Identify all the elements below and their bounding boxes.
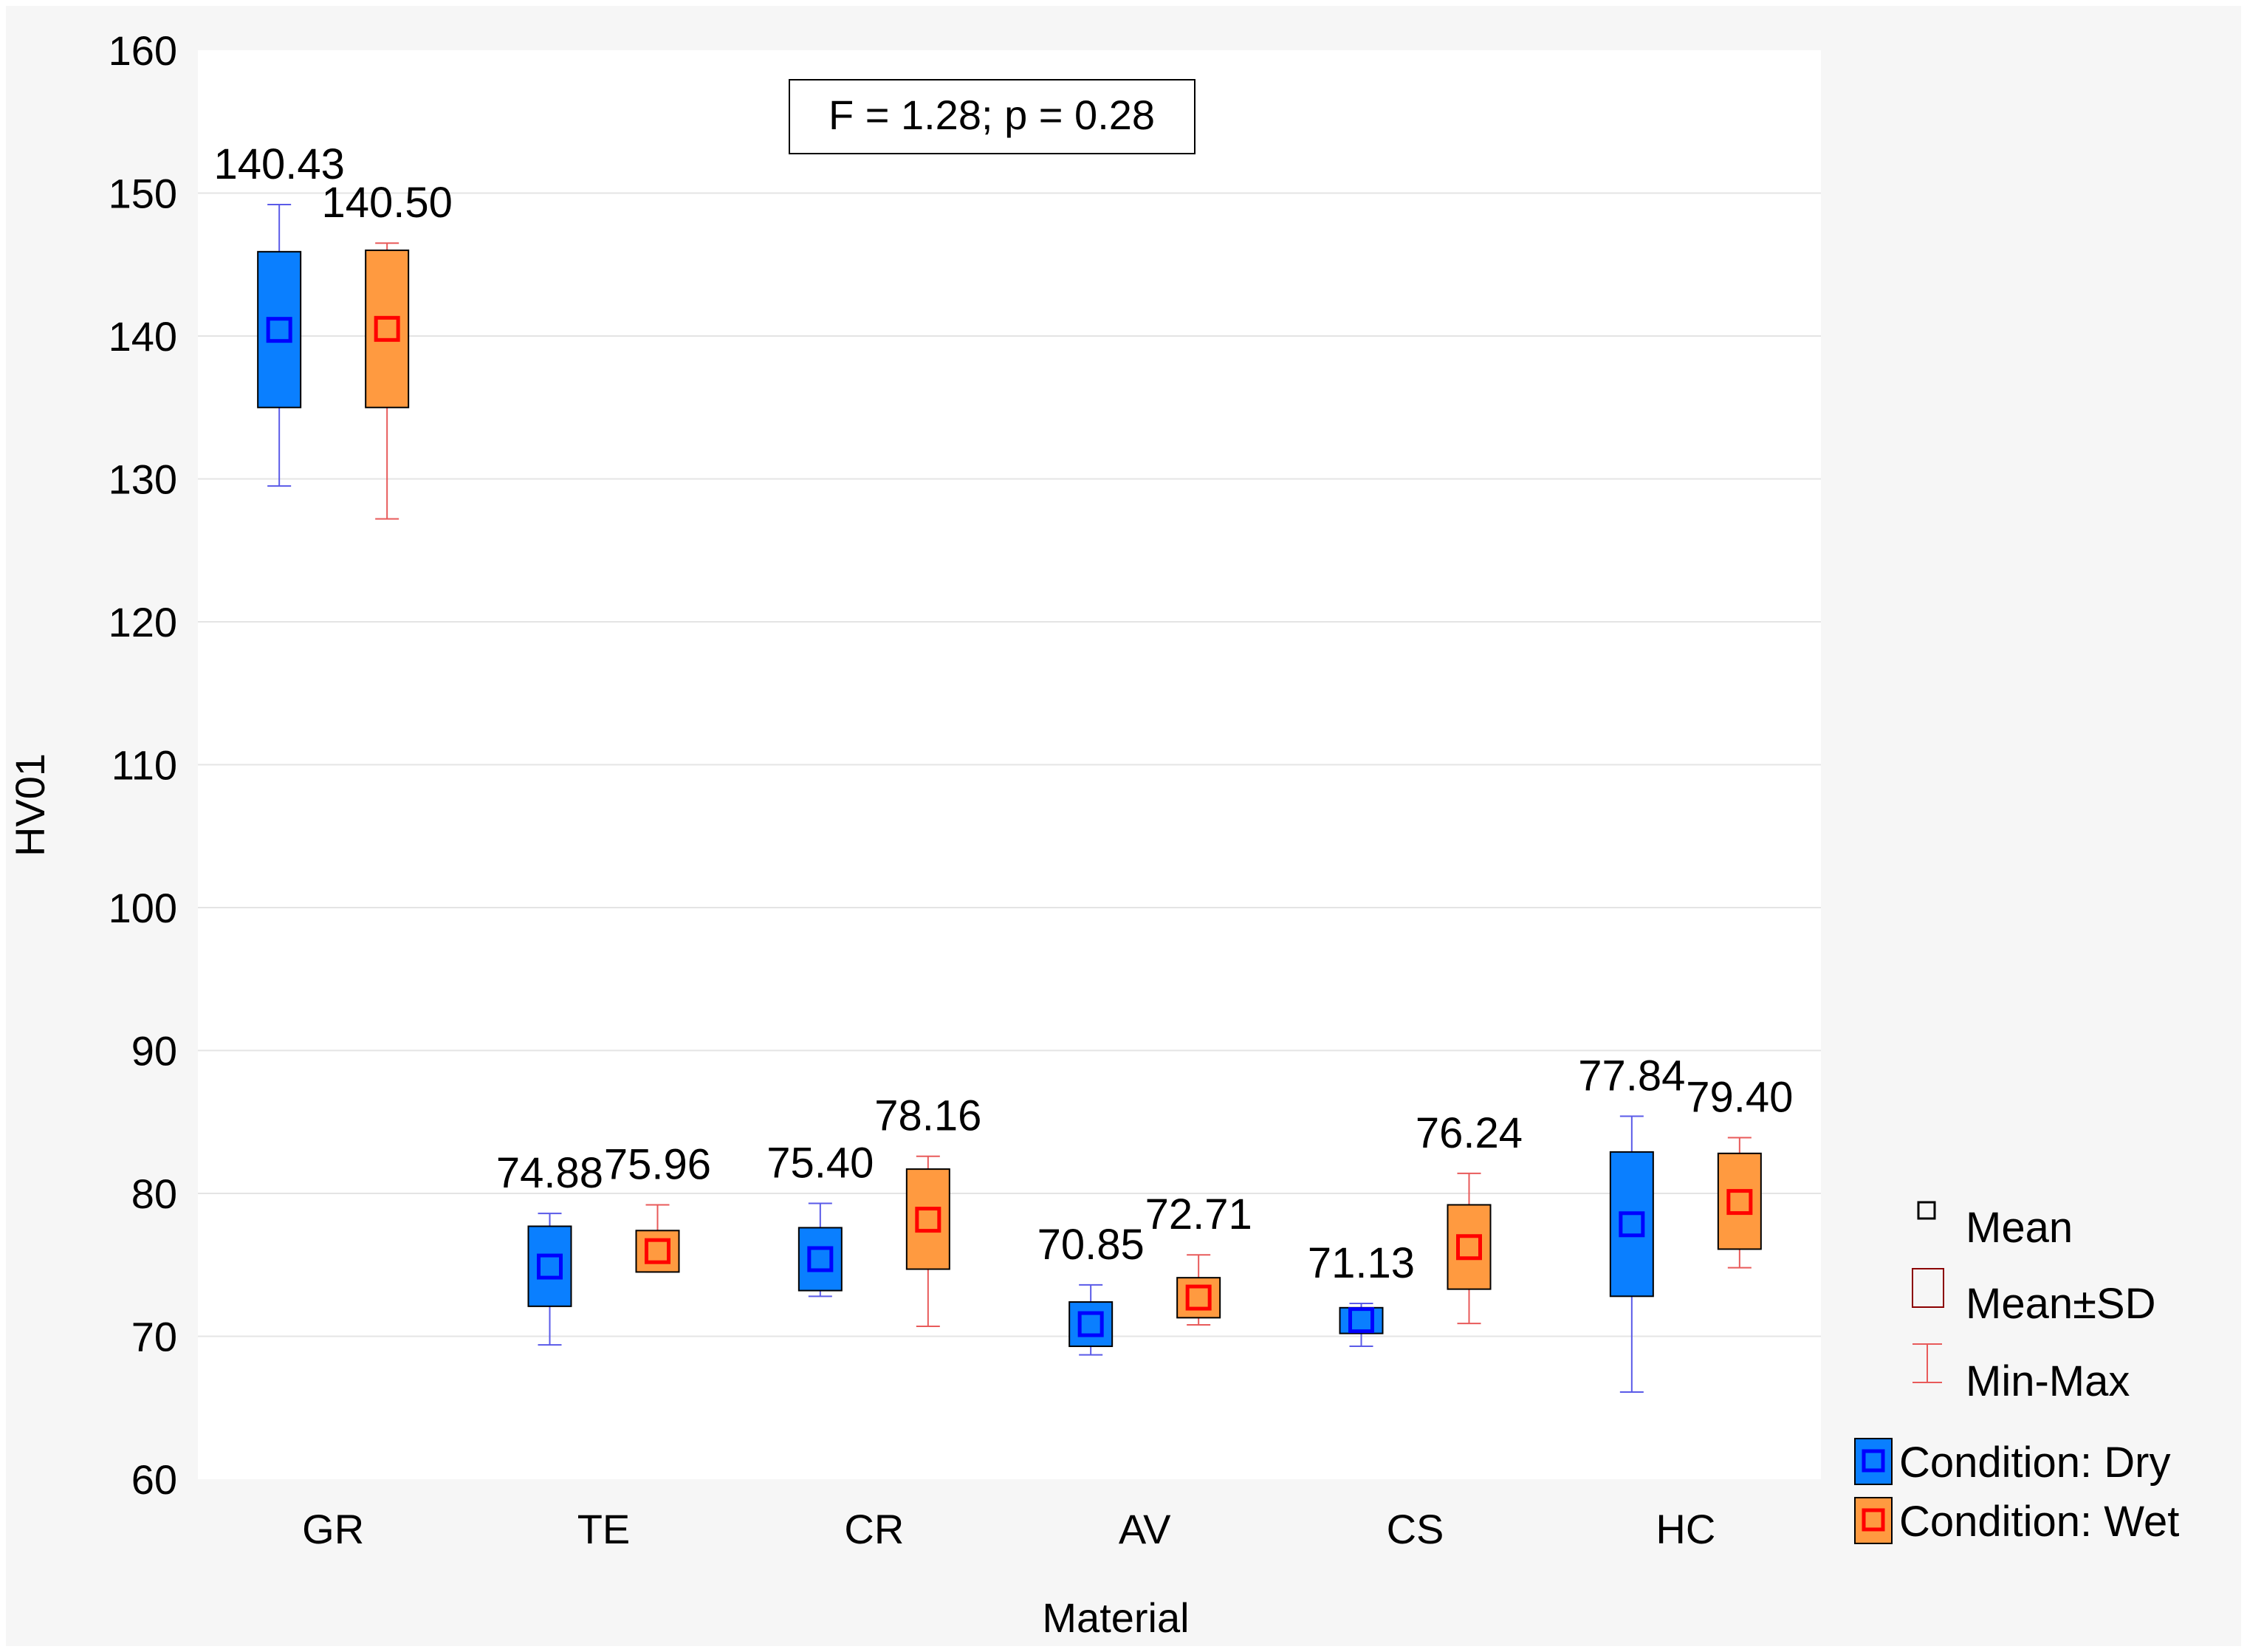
mean-label: 140.50 [321, 179, 452, 227]
y-tick-label: 80 [131, 1171, 177, 1217]
sd-box [365, 249, 410, 408]
y-axis-title: HV01 [7, 753, 53, 857]
mean-marker [645, 1238, 670, 1264]
mean-marker [915, 1207, 941, 1233]
x-tick-label: GR [302, 1506, 364, 1552]
x-tick-label: CR [844, 1506, 904, 1552]
mean-label: 70.85 [1037, 1221, 1145, 1269]
legend-series-label: Condition: Wet [1899, 1498, 2179, 1546]
mean-marker [1077, 1311, 1104, 1337]
y-tick-label: 100 [109, 885, 177, 931]
sd-box [905, 1168, 950, 1270]
legend-mean-label: Mean [1966, 1204, 2073, 1252]
annotation-box: F = 1.28; p = 0.28 [789, 79, 1195, 154]
y-tick-label: 130 [109, 456, 177, 503]
grid-lines [198, 192, 1821, 1337]
sd-box [1717, 1152, 1762, 1250]
y-tick-label: 140 [109, 313, 177, 360]
y-tick-label: 60 [131, 1456, 177, 1503]
sd-box [1339, 1306, 1384, 1334]
legend-series-swatch [1854, 1438, 1893, 1485]
y-tick-label: 70 [131, 1314, 177, 1360]
x-tick-label: TE [577, 1506, 631, 1552]
x-axis-ticks: GR TE CR AV CS HC [302, 1506, 1715, 1552]
mean-marker [807, 1246, 834, 1272]
mean-marker [1348, 1307, 1374, 1334]
sd-box [527, 1225, 572, 1307]
mean-label: 78.16 [874, 1092, 981, 1140]
mean-marker [1456, 1234, 1482, 1261]
legend-minmax-label: Min-Max [1966, 1357, 2130, 1405]
sd-box [797, 1227, 843, 1292]
y-tick-label: 110 [112, 742, 177, 789]
y-tick-label: 90 [131, 1028, 177, 1075]
legend-series-marker [1862, 1508, 1885, 1532]
legend-series-label: Condition: Dry [1899, 1439, 2170, 1487]
x-tick-label: CS [1387, 1506, 1444, 1552]
mean-marker [1619, 1211, 1645, 1238]
mean-marker [1185, 1284, 1212, 1311]
legend-series-swatch [1854, 1497, 1893, 1544]
sd-box [1609, 1151, 1654, 1298]
legend: Mean Mean±SD Min-Max Condition: Dry Conditio… [1854, 1201, 2179, 1546]
mean-label: 72.71 [1145, 1190, 1252, 1238]
box-elements [257, 203, 1762, 1393]
box-group [797, 1202, 843, 1298]
mean-label: 75.40 [766, 1139, 874, 1187]
mean-label: 76.24 [1416, 1109, 1523, 1157]
box-group [1068, 1283, 1114, 1356]
mean-label: 75.96 [604, 1140, 711, 1188]
mean-label: 71.13 [1308, 1239, 1415, 1287]
annotation-text: F = 1.28; p = 0.28 [829, 92, 1155, 138]
mean-marker [537, 1253, 563, 1280]
legend-sd-label: Mean±SD [1966, 1280, 2156, 1328]
sd-box [1176, 1277, 1221, 1319]
y-tick-label: 160 [109, 27, 177, 74]
mean-label: 74.88 [496, 1149, 603, 1197]
x-axis-title: Material [1042, 1594, 1189, 1641]
mean-label: 77.84 [1578, 1052, 1685, 1100]
mean-label: 79.40 [1686, 1074, 1793, 1122]
sd-box [1068, 1301, 1114, 1348]
legend-series-marker [1862, 1449, 1885, 1473]
y-tick-label: 150 [109, 171, 177, 217]
mean-marker [374, 315, 400, 342]
box-group [1717, 1137, 1762, 1269]
y-tick-label: 120 [109, 599, 177, 645]
sd-box [1447, 1204, 1492, 1290]
x-tick-label: HC [1656, 1506, 1715, 1552]
mean-label: 140.43 [213, 140, 344, 188]
annotation-frame [789, 79, 1195, 154]
legend-mean-symbol [1917, 1201, 1936, 1220]
box-group [1176, 1254, 1221, 1326]
box-group [365, 242, 410, 520]
box-group [1339, 1302, 1384, 1348]
box-group [1609, 1115, 1654, 1393]
x-tick-label: AV [1119, 1506, 1171, 1552]
box-group [635, 1204, 680, 1273]
box-group [905, 1155, 950, 1327]
sd-box [257, 250, 302, 408]
box-group [1447, 1172, 1492, 1325]
mean-marker [266, 317, 292, 343]
mean-marker [1726, 1189, 1753, 1216]
mean-value-labels: 140.43 74.88 75.40 70.85 71.13 77.84 140.50 75.… [213, 140, 1793, 1287]
box-group [257, 203, 302, 487]
legend-sd-symbol [1912, 1268, 1944, 1308]
sd-box [635, 1230, 680, 1273]
box-group [527, 1213, 572, 1346]
y-axis-ticks: 60 70 80 90 100 110 120 130 140 150 160 [109, 27, 177, 1503]
